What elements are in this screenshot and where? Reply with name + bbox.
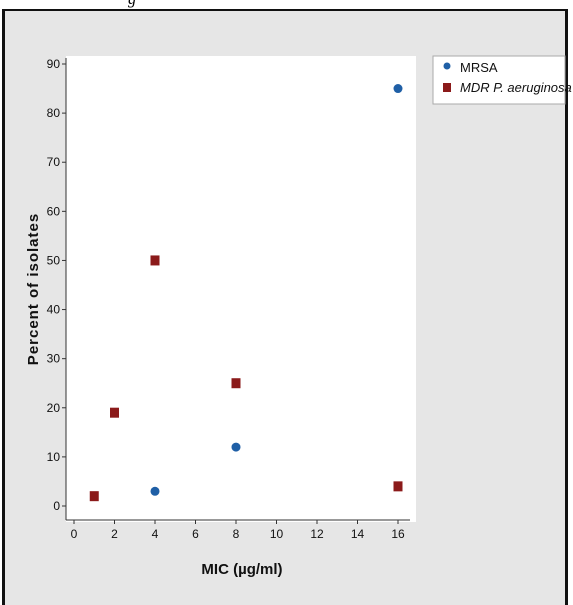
data-marks: [89, 84, 403, 502]
x-tick-label: 6: [192, 527, 199, 541]
data-point-mrsa: [393, 84, 403, 94]
x-tick-label: 10: [270, 527, 284, 541]
data-point-mdr-p-aeruginosa: [150, 255, 160, 266]
legend-box: [432, 55, 566, 105]
y-tick-label: 90: [47, 57, 61, 71]
legend: MRSA MDR P. aeruginosa: [432, 55, 572, 105]
x-tick-label: 2: [111, 527, 118, 541]
x-tick-label: 14: [351, 527, 365, 541]
y-tick-label: 60: [47, 204, 61, 218]
x-tick-label: 16: [391, 527, 405, 541]
plot-area: [66, 56, 416, 522]
y-tick-label: 40: [47, 303, 61, 317]
y-tick-label: 10: [47, 450, 61, 464]
y-tick-label: 20: [47, 401, 61, 415]
y-tick-label: 0: [53, 499, 60, 513]
caption-fragment: g: [128, 0, 136, 9]
y-tick-label: 70: [47, 155, 61, 169]
x-tick-label: 4: [152, 527, 159, 541]
data-point-mrsa: [231, 442, 241, 452]
x-axis-title: MIC (µg/ml): [201, 561, 282, 578]
axes: 0 10 20 30 40 50 60 70 80 90 0 2 4 6 8 10 12 14 16: [47, 57, 410, 541]
x-tick-label: 12: [310, 527, 324, 541]
data-point-mdr-p-aeruginosa: [393, 481, 403, 492]
y-axis-title: Percent of isolates: [25, 213, 42, 365]
legend-label: MRSA: [460, 60, 498, 75]
legend-label: MDR P. aeruginosa: [460, 80, 572, 95]
data-point-mdr-p-aeruginosa: [231, 378, 241, 389]
x-tick-label: 8: [233, 527, 240, 541]
y-tick-label: 50: [47, 253, 61, 267]
legend-marker-circle: [443, 62, 451, 70]
data-point-mdr-p-aeruginosa: [110, 407, 119, 418]
data-point-mrsa: [150, 486, 160, 496]
data-point-mdr-p-aeruginosa: [89, 491, 99, 502]
x-tick-label: 0: [71, 527, 78, 541]
y-tick-label: 30: [47, 352, 61, 366]
y-tick-label: 80: [47, 106, 61, 120]
legend-marker-square: [443, 83, 451, 92]
